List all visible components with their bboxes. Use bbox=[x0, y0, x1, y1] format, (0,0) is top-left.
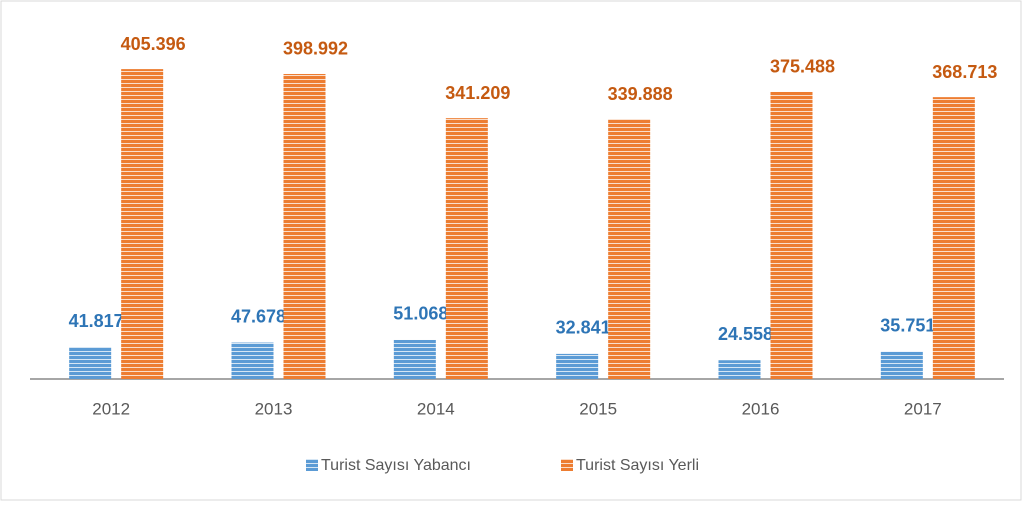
data-label: 32.841 bbox=[556, 318, 611, 338]
bar bbox=[283, 73, 326, 379]
bar bbox=[770, 91, 813, 380]
legend-swatch bbox=[306, 459, 318, 471]
bar bbox=[231, 342, 274, 379]
data-label: 41.817 bbox=[69, 311, 124, 331]
x-tick-label: 2017 bbox=[904, 399, 942, 418]
bar bbox=[445, 118, 488, 379]
x-tick-label: 2014 bbox=[417, 399, 455, 418]
legend-swatch bbox=[561, 459, 573, 471]
bar bbox=[121, 69, 164, 379]
x-tick-label: 2016 bbox=[742, 399, 780, 418]
x-tick-label: 2013 bbox=[255, 399, 293, 418]
data-label: 339.888 bbox=[608, 84, 673, 104]
data-label: 35.751 bbox=[880, 315, 935, 335]
x-tick-label: 2012 bbox=[92, 399, 130, 418]
data-label: 47.678 bbox=[231, 306, 286, 326]
x-tick-label: 2015 bbox=[579, 399, 617, 418]
legend-label: Turist Sayısı Yerli bbox=[576, 457, 699, 474]
bar bbox=[932, 97, 975, 379]
bar bbox=[608, 119, 651, 380]
data-label: 405.396 bbox=[121, 34, 186, 54]
data-label: 375.488 bbox=[770, 57, 835, 77]
bar bbox=[393, 339, 436, 379]
data-label: 341.209 bbox=[445, 83, 510, 103]
data-label: 368.713 bbox=[932, 62, 997, 82]
data-label: 24.558 bbox=[718, 324, 773, 344]
bar bbox=[718, 360, 761, 379]
bar bbox=[69, 347, 112, 379]
bar bbox=[880, 351, 923, 379]
data-label: 398.992 bbox=[283, 39, 348, 59]
legend-label: Turist Sayısı Yabancı bbox=[321, 457, 471, 474]
data-label: 51.068 bbox=[393, 304, 448, 324]
bar bbox=[556, 353, 599, 379]
